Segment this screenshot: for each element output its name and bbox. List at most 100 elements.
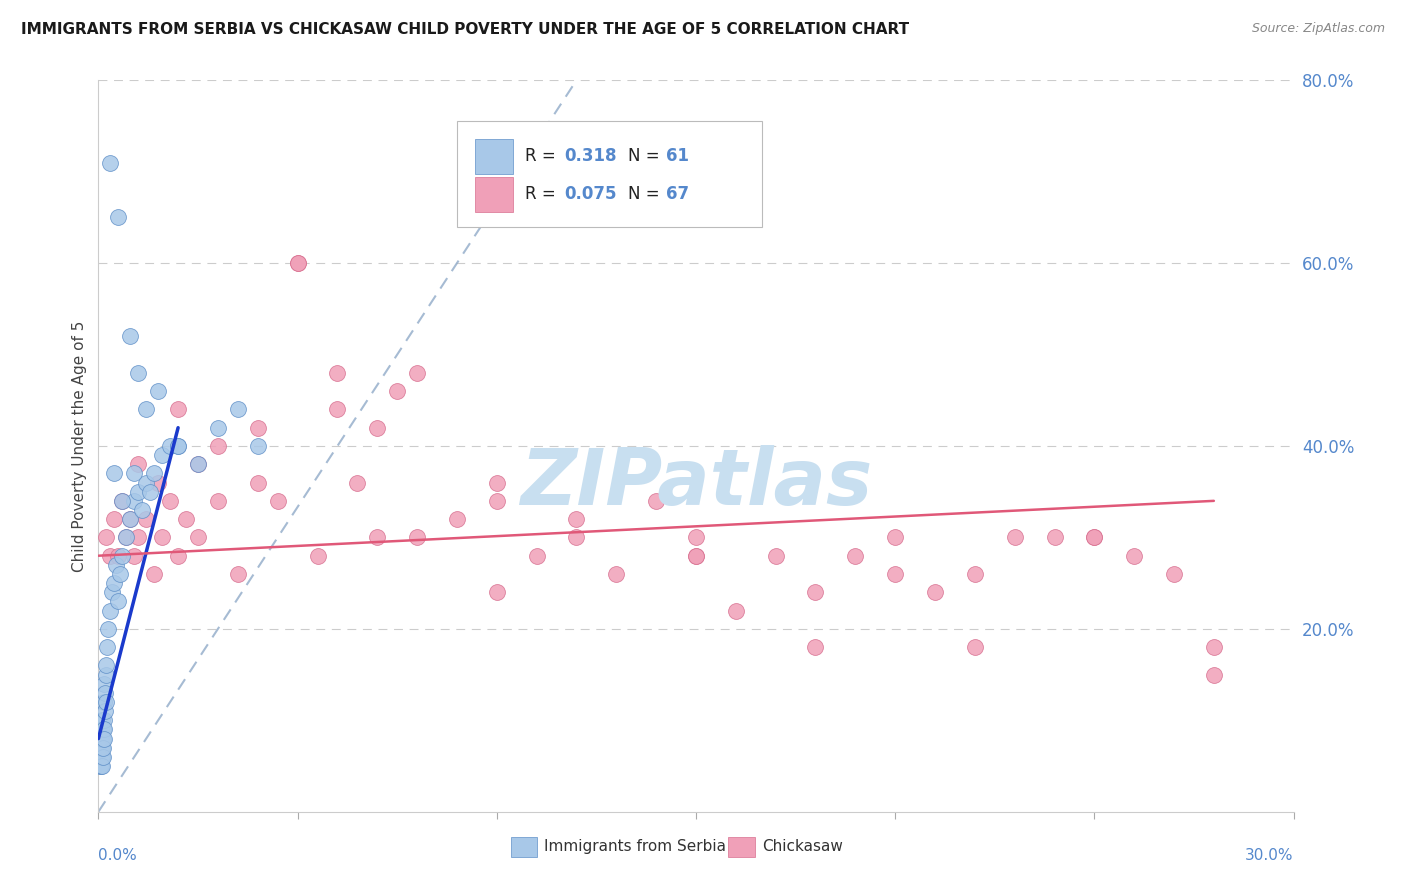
- Point: [307, 549, 329, 563]
- Point: [115, 530, 138, 544]
- Point: [326, 366, 349, 380]
- Point: [1043, 530, 1066, 544]
- Point: [93, 723, 115, 737]
- Point: [485, 494, 508, 508]
- Point: [963, 640, 986, 655]
- Point: [446, 512, 468, 526]
- Point: [91, 749, 114, 764]
- Point: [287, 256, 309, 270]
- Text: 0.0%: 0.0%: [98, 848, 138, 863]
- Point: [1083, 530, 1105, 544]
- Point: [91, 731, 114, 746]
- Point: [526, 549, 548, 563]
- Text: Chickasaw: Chickasaw: [762, 839, 842, 855]
- Text: Immigrants from Serbia: Immigrants from Serbia: [544, 839, 725, 855]
- Point: [124, 549, 146, 563]
- FancyBboxPatch shape: [510, 837, 537, 857]
- Point: [107, 549, 129, 563]
- Point: [148, 475, 170, 490]
- Point: [1123, 549, 1146, 563]
- Point: [143, 567, 166, 582]
- Text: N =: N =: [628, 147, 665, 165]
- Point: [346, 475, 368, 490]
- Point: [94, 695, 117, 709]
- Point: [91, 714, 114, 728]
- Point: [226, 402, 249, 417]
- Point: [150, 448, 173, 462]
- Point: [103, 576, 125, 591]
- Text: 30.0%: 30.0%: [1246, 848, 1294, 863]
- Point: [111, 549, 134, 563]
- Point: [98, 549, 122, 563]
- Point: [91, 740, 114, 755]
- Point: [96, 658, 118, 673]
- Point: [96, 640, 118, 655]
- Point: [148, 384, 170, 398]
- Point: [90, 723, 112, 737]
- Point: [685, 530, 707, 544]
- Point: [94, 704, 117, 718]
- Point: [105, 558, 128, 572]
- FancyBboxPatch shape: [728, 837, 755, 857]
- Point: [167, 439, 190, 453]
- Point: [765, 549, 787, 563]
- Point: [685, 549, 707, 563]
- Point: [246, 439, 269, 453]
- Point: [565, 530, 588, 544]
- Point: [90, 731, 112, 746]
- Point: [120, 512, 142, 526]
- FancyBboxPatch shape: [457, 120, 762, 227]
- Point: [884, 530, 907, 544]
- Point: [924, 585, 946, 599]
- Point: [124, 467, 146, 481]
- Text: ZIPatlas: ZIPatlas: [520, 444, 872, 521]
- Point: [91, 740, 114, 755]
- Point: [406, 366, 429, 380]
- Point: [207, 439, 229, 453]
- Point: [98, 155, 122, 169]
- Point: [326, 402, 349, 417]
- Point: [1004, 530, 1026, 544]
- Point: [385, 384, 409, 398]
- Point: [366, 530, 388, 544]
- Point: [724, 603, 747, 617]
- Point: [91, 723, 114, 737]
- Point: [90, 740, 112, 755]
- Point: [93, 731, 115, 746]
- Text: IMMIGRANTS FROM SERBIA VS CHICKASAW CHILD POVERTY UNDER THE AGE OF 5 CORRELATION: IMMIGRANTS FROM SERBIA VS CHICKASAW CHIL…: [21, 22, 910, 37]
- Point: [103, 467, 125, 481]
- Point: [685, 549, 707, 563]
- Point: [167, 439, 190, 453]
- Point: [844, 549, 866, 563]
- Point: [91, 759, 114, 773]
- Point: [135, 475, 157, 490]
- Point: [110, 567, 132, 582]
- Point: [187, 457, 209, 471]
- Point: [167, 549, 190, 563]
- Point: [89, 731, 111, 746]
- Point: [124, 494, 146, 508]
- Point: [187, 457, 209, 471]
- Point: [97, 622, 120, 636]
- Point: [187, 530, 209, 544]
- Point: [96, 530, 118, 544]
- Point: [174, 512, 197, 526]
- Point: [127, 366, 149, 380]
- Point: [127, 530, 149, 544]
- Point: [94, 686, 117, 700]
- Point: [246, 475, 269, 490]
- Point: [1163, 567, 1185, 582]
- Point: [90, 759, 112, 773]
- Point: [159, 439, 181, 453]
- Point: [804, 585, 827, 599]
- FancyBboxPatch shape: [475, 177, 513, 212]
- Point: [366, 421, 388, 435]
- Point: [120, 512, 142, 526]
- Point: [90, 749, 112, 764]
- Point: [135, 402, 157, 417]
- Point: [107, 594, 129, 608]
- Text: 61: 61: [666, 147, 689, 165]
- Point: [1202, 667, 1225, 681]
- Point: [93, 695, 115, 709]
- Point: [167, 402, 190, 417]
